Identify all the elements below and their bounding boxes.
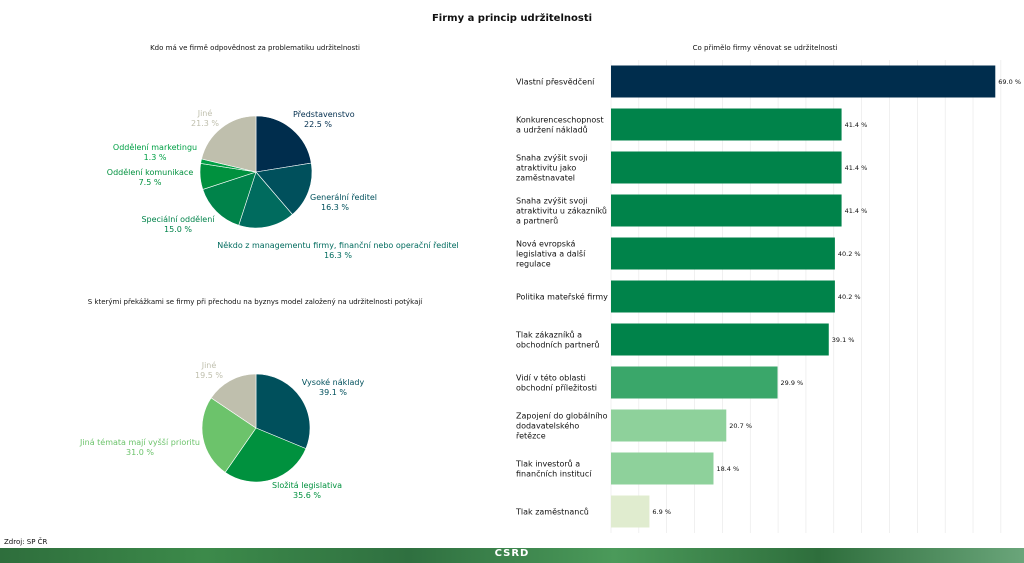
bar-category-label: a partnerů xyxy=(516,216,558,226)
bar-value-label: 41.4 % xyxy=(845,207,868,215)
bar-category-label: Nová evropská xyxy=(516,240,575,249)
bar-value-label: 40.2 % xyxy=(838,293,861,301)
pie-slice-value: 35.6 % xyxy=(293,491,321,500)
bar-category-label: a udržení nákladů xyxy=(516,125,588,135)
pie1-title: Kdo má ve firmě odpovědnost za problemat… xyxy=(150,44,360,52)
pie-slice xyxy=(255,373,311,449)
bar-category-label: Vlastní přesvědčení xyxy=(516,77,595,87)
bar-category-label: Tlak investorů a xyxy=(515,459,580,469)
pie-slice-value: 1.3 % xyxy=(144,153,167,162)
pie-slice-value: 16.3 % xyxy=(324,251,352,260)
pie-slice-label: Oddělení marketingu xyxy=(113,143,197,152)
pie-slice-value: 7.5 % xyxy=(139,178,162,187)
pie-slice-label: Někdo z managementu firmy, finanční nebo… xyxy=(217,240,459,250)
pie-slice-value: 21.3 % xyxy=(191,119,219,128)
bar-category-label: Tlak zákazníků a xyxy=(515,330,582,340)
bar-category-label: zaměstnavatel xyxy=(516,174,575,183)
bar-category-label: obchodní příležitosti xyxy=(516,384,597,393)
bar-value-label: 39.1 % xyxy=(832,336,855,344)
bar xyxy=(611,495,650,528)
bar-category-label: Politika mateřské firmy xyxy=(516,292,608,302)
bar xyxy=(611,194,842,227)
pie-slice xyxy=(238,171,293,229)
bar-category-label: atraktivitu u zákazníků xyxy=(516,206,607,216)
pie2-title: S kterými překážkami se firmy při přecho… xyxy=(87,298,423,306)
page-title: Firmy a princip udržitelnosti xyxy=(431,13,593,24)
bar-category-label: Tlak zaměstnanců xyxy=(515,507,589,517)
pie-slice-label: Generální ředitel xyxy=(310,193,377,202)
pie-slice-label: Oddělení komunikace xyxy=(107,168,194,177)
bar-value-label: 41.4 % xyxy=(845,164,868,172)
bar-category-label: Zapojení do globálního xyxy=(516,412,608,421)
pie-slice-value: 22.5 % xyxy=(304,120,332,129)
footer-logo: CSRD xyxy=(494,548,530,559)
bar-category-label: dodavatelského xyxy=(516,421,579,431)
source-note: Zdroj: SP ČR xyxy=(4,538,48,546)
pie-slice-value: 39.1 % xyxy=(319,388,347,397)
pie-slice-label: Jiná témata mají vyšší prioritu xyxy=(79,437,200,447)
pie-slice-label: Představenstvo xyxy=(293,110,355,119)
pie-slice-value: 15.0 % xyxy=(164,225,192,234)
bar-value-label: 20.7 % xyxy=(729,422,752,430)
bar xyxy=(611,323,829,356)
pie-slice xyxy=(224,427,307,483)
bar xyxy=(611,409,727,442)
bar xyxy=(611,151,842,184)
bar-category-label: Vidí v této oblasti xyxy=(516,373,586,383)
pie-slice xyxy=(201,397,257,473)
pie-slice-value: 31.0 % xyxy=(126,448,154,457)
bar-chart-title: Co přimělo firmy věnovat se udržitelnost… xyxy=(692,44,838,52)
bar-value-label: 6.9 % xyxy=(652,508,671,516)
bar-value-label: 41.4 % xyxy=(845,121,868,129)
bar xyxy=(611,452,714,485)
bar-category-label: Snaha zvýšit svoji xyxy=(516,196,588,206)
bar xyxy=(611,366,778,399)
bar xyxy=(611,108,842,141)
bar-value-label: 69.0 % xyxy=(998,78,1021,86)
bar xyxy=(611,237,835,270)
pie-slice-label: Složitá legislativa xyxy=(272,481,342,490)
pie-slice-label: Jiné xyxy=(197,108,213,118)
bar-value-label: 18.4 % xyxy=(716,465,739,473)
bar xyxy=(611,280,835,313)
pie-slice-value: 16.3 % xyxy=(321,203,349,212)
bar-category-label: Snaha zvýšit svoji xyxy=(516,153,588,163)
pie-slice-label: Speciální oddělení xyxy=(141,215,215,224)
pie-slice xyxy=(255,115,312,173)
bar-value-label: 40.2 % xyxy=(838,250,861,258)
bar-category-label: obchodních partnerů xyxy=(516,340,599,350)
footer-banner: CSRD xyxy=(0,548,1024,563)
bar-category-label: legislativa a další xyxy=(516,249,586,259)
bar-category-label: regulace xyxy=(516,260,551,269)
bar-chart-motivation: 69.0 % Vlastní přesvědčení 41.4 % Konkurenc… xyxy=(515,60,1021,533)
bar-category-label: řetězce xyxy=(516,432,546,441)
pie-slice-value: 19.5 % xyxy=(195,371,223,380)
pie-slice-label: Jiné xyxy=(201,360,217,370)
pie-slice xyxy=(255,162,313,215)
bar-category-label: atraktivitu jako xyxy=(516,164,576,173)
pie-slice xyxy=(210,373,257,429)
bar-value-label: 29.9 % xyxy=(781,379,804,387)
pie-slice-label: Vysoké náklady xyxy=(302,377,365,387)
bar-category-label: Konkurenceschopnost xyxy=(516,116,604,125)
bar-category-label: finančních institucí xyxy=(516,469,592,479)
pie-slice xyxy=(201,115,257,173)
bar xyxy=(611,65,996,98)
